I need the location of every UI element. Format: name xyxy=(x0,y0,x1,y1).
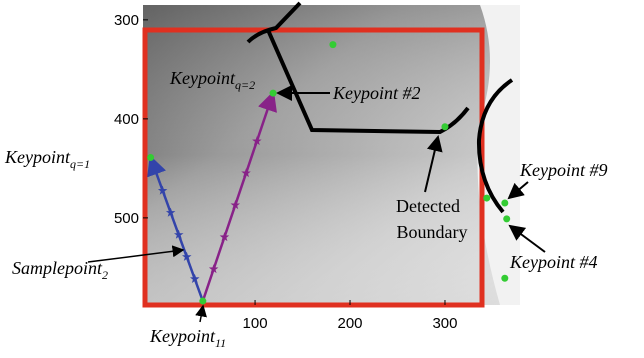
keypoint xyxy=(501,200,508,207)
keypoint xyxy=(501,275,508,282)
keypoint xyxy=(147,154,154,161)
figure: Keypointq=2 Keypoint #2 Keypointq=1 Keyp… xyxy=(0,0,644,358)
annotation: Boundary xyxy=(397,222,468,242)
y-tick-label: 400 xyxy=(114,111,139,128)
annotation: Detected xyxy=(396,196,460,216)
keypoint xyxy=(441,123,448,130)
keypoint xyxy=(199,298,206,305)
keypoint xyxy=(329,41,336,48)
annotation: Keypoint #4 xyxy=(509,252,598,272)
annotation: Keypoint11 xyxy=(149,326,226,350)
x-tick-label: 200 xyxy=(338,315,363,332)
annotation: Keypoint #2 xyxy=(332,83,421,103)
x-tick-label: 300 xyxy=(432,315,457,332)
annotation: Keypointq=1 xyxy=(4,147,90,171)
annotation: Keypoint #9 xyxy=(519,160,608,180)
y-tick-label: 300 xyxy=(114,12,139,29)
x-tick-label: 100 xyxy=(243,315,268,332)
keypoint xyxy=(483,195,490,202)
depth-image xyxy=(143,5,520,305)
keypoint xyxy=(503,215,510,222)
arrow xyxy=(200,306,203,322)
keypoint xyxy=(270,90,277,97)
y-tick-label: 500 xyxy=(114,210,139,227)
